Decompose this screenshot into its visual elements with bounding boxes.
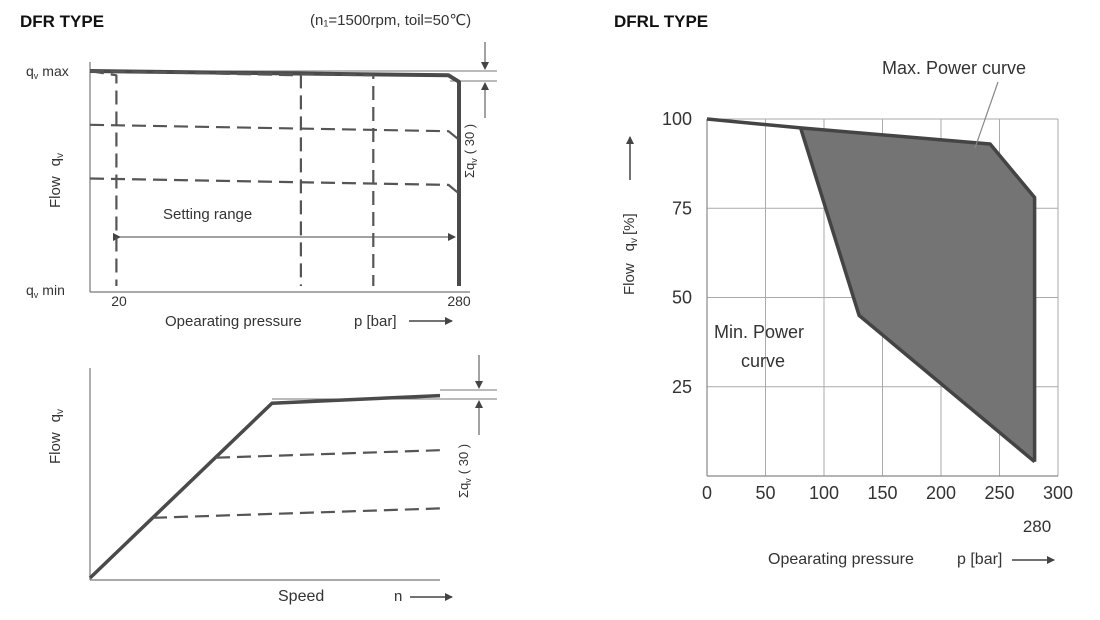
dfr-speed-series-line <box>88 393 441 580</box>
dfrl-y-tick-label: 100 <box>662 109 692 129</box>
setting-range-label: Setting range <box>163 206 252 223</box>
dfr-speed-series-line <box>152 507 441 519</box>
min-power-curve-label-line2: curve <box>741 351 785 371</box>
dfr-x-tick-280: 280 <box>447 293 471 309</box>
dfr-speed-chart: Σqv( 30 ) Flowqv Speed n <box>47 355 497 605</box>
dfr-pressure-series-line <box>89 69 375 286</box>
dfr-y-axis-label: Flowqv <box>47 153 66 208</box>
dfrl-y-tick-label: 50 <box>672 288 692 308</box>
dfr-pressure-series-line <box>89 123 460 141</box>
min-power-curve-label-line1: Min. Power <box>714 322 804 342</box>
dfrl-x-tick-label: 150 <box>867 483 897 503</box>
dfrl-x-tick-label: 0 <box>702 483 712 503</box>
dfr-qv-max-label: qv max <box>26 63 69 81</box>
dfr-x-tick-20: 20 <box>111 293 127 309</box>
dfr-pressure-series-line <box>89 69 118 286</box>
speed-x-axis-label: Speed <box>278 588 324 605</box>
dfrl-x-tick-label: 200 <box>926 483 956 503</box>
conditions-text: (n₁=1500rpm, toil=50℃) <box>310 12 471 29</box>
dfr-title: DFR TYPE <box>20 12 105 31</box>
max-power-curve-leader <box>974 81 999 149</box>
dfr-qv-min-label: qv min <box>26 282 65 300</box>
max-power-curve-line <box>706 117 1037 462</box>
dfrl-x-tick-label: 300 <box>1043 483 1073 503</box>
dfrl-title: DFRL TYPE <box>614 12 709 31</box>
dfrl-y-axis-label: Flowqv[%] <box>621 213 640 295</box>
dfr-pressure-chart: (n₁=1500rpm, toil=50℃) Σqv( 30 ) Setting… <box>26 12 497 330</box>
speed-tolerance-label: Σqv( 30 ) <box>456 444 473 498</box>
dfrl-x-tick-280-extra: 280 <box>1023 517 1051 536</box>
dfr-tolerance-label: Σqv( 30 ) <box>462 124 479 178</box>
dfr-x-unit-label: p [bar] <box>354 313 397 330</box>
dfrl-x-tick-label: 50 <box>755 483 775 503</box>
max-power-curve-label: Max. Power curve <box>882 58 1026 78</box>
speed-y-axis-label: Flowqv <box>47 409 66 464</box>
dfrl-x-tick-label: 100 <box>809 483 839 503</box>
dfr-speed-series-line <box>215 449 441 459</box>
speed-x-unit-label: n <box>394 588 402 605</box>
dfrl-x-unit-label: p [bar] <box>957 551 1002 568</box>
dfrl-power-region <box>800 127 1035 462</box>
dfrl-x-axis-label: Opearating pressure <box>768 551 914 568</box>
dfr-pressure-series-line <box>89 177 460 195</box>
dfrl-y-tick-label: 75 <box>672 198 692 218</box>
dfrl-chart: 0 50 100 150 200 250 300 100 75 50 25 280 Max. Pow… <box>621 58 1073 568</box>
dfrl-x-tick-label: 250 <box>984 483 1014 503</box>
dfrl-y-tick-label: 25 <box>672 377 692 397</box>
dfr-x-axis-label: Opearating pressure <box>165 313 302 330</box>
min-power-curve-line <box>798 127 1036 464</box>
